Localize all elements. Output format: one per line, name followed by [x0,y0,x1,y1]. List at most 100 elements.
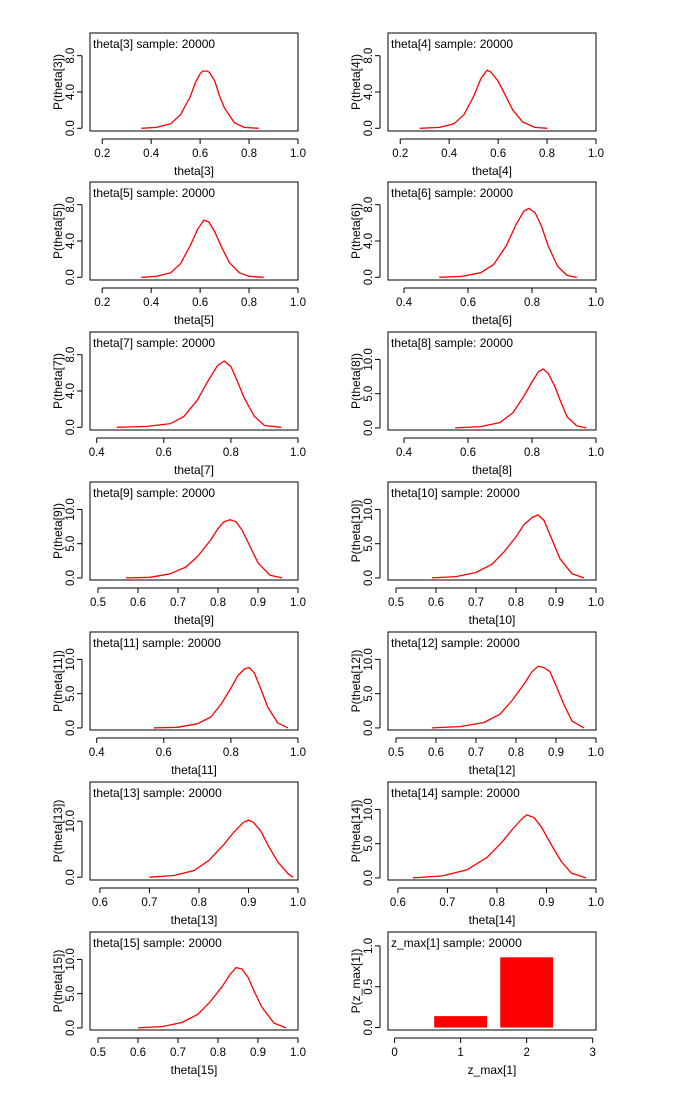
x-tick-label: 0.4 [396,297,413,309]
y-tick-label: 5.0 [65,686,77,702]
plot-frame [89,481,299,581]
y-tick-label: 0.0 [65,120,77,136]
density-line [141,219,264,278]
x-tick-label: 0.2 [94,297,110,309]
x-tick-label: 1.0 [588,597,604,609]
y-tick-label: 8.0 [363,197,375,213]
y-tick-label: 10.0 [363,348,375,370]
plot-frame [89,32,299,132]
density-line [431,514,585,579]
density-line [455,368,587,429]
x-tick-label: 0.6 [460,447,476,459]
y-tick-label: 10.0 [363,498,375,520]
x-tick-label: 0.4 [441,148,458,160]
x-tick-label: 1.0 [290,897,306,909]
y-tick-label: 5.0 [363,836,375,852]
plot-frame [387,781,597,881]
plot-frame [387,931,597,1031]
x-tick-label: 0.8 [489,897,505,909]
y-tick-label: 0.0 [65,869,77,885]
x-tick-label: 2 [523,1047,529,1059]
x-tick-label: 0.7 [170,1047,186,1059]
x-axis-label: theta[5] [174,313,214,327]
y-axis-label: P(theta[3]) [51,54,65,110]
y-tick-label: 4.0 [65,233,77,249]
plot-frame [387,631,597,731]
x-tick-label: 0.8 [508,597,524,609]
x-tick-label: 0.6 [490,148,506,160]
y-tick-label: 0.0 [65,1020,77,1036]
x-tick-label: 0.6 [156,747,172,759]
y-tick-label: 0.0 [65,570,77,586]
y-tick-label: 0.0 [65,269,77,285]
density-line [439,207,577,278]
y-tick-label: 0.0 [363,269,375,285]
y-axis-label: P(theta[15]) [51,950,65,1013]
chart-title: theta[6] sample: 20000 [391,186,513,200]
x-tick-label: 0.7 [170,597,186,609]
y-axis-label: P(theta[11]) [51,650,65,712]
y-tick-label: 1.0 [363,938,375,954]
y-tick-label: 5.0 [363,686,375,702]
x-tick-label: 0.6 [156,447,172,459]
chart-title: theta[3] sample: 20000 [93,37,215,51]
density-line [137,966,287,1029]
y-tick-label: 5.0 [363,536,375,552]
chart-title: theta[8] sample: 20000 [391,336,513,350]
x-tick-label: 0.8 [524,447,540,459]
chart-6: theta[8] sample: 20000 0.4 0.6 0.8 1.0 0.0 5.0… [349,331,604,477]
plot-frame [89,781,299,881]
y-tick-label: 4.0 [363,84,375,100]
x-tick-label: 0.7 [141,897,157,909]
x-tick-label: 0.8 [539,148,555,160]
chart-14: z_max[1] sample: 20000 0 1 2 3 0.0 0.5 1.0 z_max… [349,931,597,1077]
y-tick-label: 4.0 [65,383,77,399]
y-tick-label: 0.0 [65,419,77,435]
plot-frame [387,32,597,132]
chart-title: theta[7] sample: 20000 [93,336,215,350]
x-tick-label: 1.0 [588,447,604,459]
x-tick-label: 0.9 [250,597,266,609]
x-tick-label: 0.6 [390,897,406,909]
x-tick-label: 0.5 [90,1047,106,1059]
x-tick-label: 1.0 [290,297,306,309]
plot-frame [89,331,299,431]
density-line [149,819,294,878]
y-tick-label: 10.0 [363,648,375,670]
chart-5: theta[7] sample: 20000 0.4 0.6 0.8 1.0 0.0 4.0… [51,331,306,477]
density-line [412,814,587,879]
x-tick-label: 0.9 [548,747,564,759]
x-tick-label: 1.0 [290,148,306,160]
x-tick-label: 1.0 [290,747,306,759]
x-tick-label: 0.8 [223,447,239,459]
y-tick-label: 8.0 [363,48,375,64]
chart-title: theta[10] sample: 20000 [391,486,520,500]
chart-13: theta[15] sample: 20000 0.5 0.6 0.7 0.8 0.9 1.… [51,931,306,1077]
x-axis-label: theta[12] [469,763,516,777]
x-axis-label: theta[11] [171,763,217,777]
y-axis-label: P(theta[10]) [349,500,363,563]
y-tick-label: 5.0 [65,986,77,1002]
y-axis-label: P(theta[5]) [51,203,65,259]
x-tick-label: 0.8 [210,597,226,609]
x-tick-label: 0.8 [524,297,540,309]
x-tick-label: 0.5 [388,597,404,609]
x-tick-label: 0.8 [241,297,257,309]
x-axis-label: theta[10] [469,613,516,627]
x-tick-label: 0.4 [89,447,106,459]
plot-frame [387,481,597,581]
y-tick-label: 0.0 [363,720,375,736]
x-tick-label: 1 [457,1047,463,1059]
y-tick-label: 10.0 [65,648,77,670]
x-tick-label: 0.7 [468,597,484,609]
chart-1: theta[3] sample: 20000 0.2 0.4 0.6 0.8 1.0 0.0… [51,32,306,178]
x-tick-label: 0.4 [143,148,160,160]
density-line [419,69,548,129]
y-axis-label: P(z_max[1]) [349,949,363,1014]
chart-2: theta[4] sample: 20000 0.2 0.4 0.6 0.8 1.0 0.0… [349,32,604,178]
y-axis-label: P(theta[13]) [51,800,65,863]
y-tick-label: 10.0 [65,948,77,970]
x-tick-label: 0.5 [388,747,404,759]
density-line [431,665,585,729]
y-tick-label: 0.0 [363,420,375,436]
